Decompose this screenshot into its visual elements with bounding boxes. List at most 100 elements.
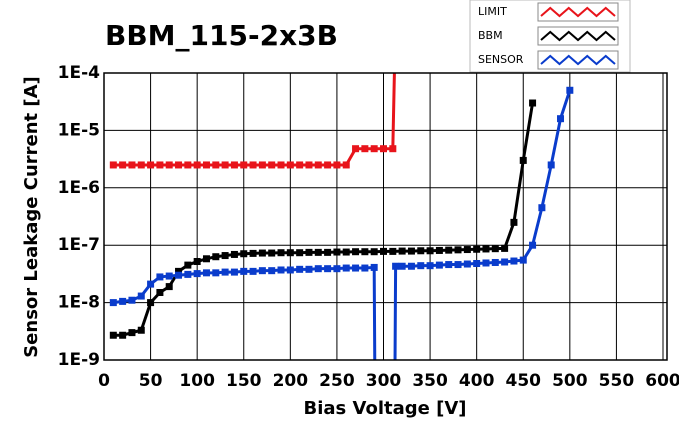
data-point	[147, 280, 155, 288]
data-point	[221, 268, 229, 276]
data-point	[510, 218, 518, 226]
x-tick-label: 600	[645, 371, 679, 391]
plot-frame	[103, 72, 668, 361]
data-point	[268, 267, 276, 275]
data-point	[314, 265, 322, 273]
data-point	[249, 161, 257, 169]
data-point	[165, 161, 173, 169]
data-point	[510, 257, 518, 265]
legend-swatch	[540, 6, 616, 18]
data-point	[389, 145, 397, 153]
x-tick-label: 550	[599, 371, 635, 391]
data-point	[529, 99, 537, 107]
data-point	[221, 252, 229, 260]
data-point	[342, 161, 350, 169]
data-point	[435, 246, 443, 254]
x-tick-label: 50	[139, 371, 163, 391]
data-point	[370, 248, 378, 256]
y-tick-label: 1E-6	[58, 178, 100, 198]
legend-swatch-box	[537, 2, 619, 22]
data-point	[212, 161, 220, 169]
legend-swatch	[540, 54, 616, 66]
data-point	[147, 161, 155, 169]
x-tick-label: 300	[366, 371, 402, 391]
legend-label: BBM	[478, 29, 503, 42]
x-tick-label: 200	[273, 371, 309, 391]
data-point	[119, 331, 127, 339]
data-point	[482, 259, 490, 267]
x-tick-label: 150	[226, 371, 262, 391]
data-point	[519, 156, 527, 164]
data-point	[165, 283, 173, 291]
data-point	[202, 161, 210, 169]
plot-area	[109, 73, 574, 360]
data-point	[557, 115, 565, 123]
data-point	[286, 161, 294, 169]
data-point	[324, 265, 332, 273]
data-point	[324, 248, 332, 256]
data-point	[240, 267, 248, 275]
data-point	[352, 248, 360, 256]
data-point	[473, 259, 481, 267]
data-point	[454, 261, 462, 269]
x-tick-label: 450	[506, 371, 542, 391]
data-point	[230, 161, 238, 169]
legend-swatch-box	[537, 26, 619, 46]
data-point	[165, 272, 173, 280]
data-point	[566, 86, 574, 94]
data-point	[230, 268, 238, 276]
data-point	[268, 249, 276, 257]
grid	[103, 72, 667, 361]
data-point	[258, 161, 266, 169]
data-point	[361, 248, 369, 256]
data-point	[277, 266, 285, 274]
y-tick-label: 1E-8	[58, 293, 100, 313]
data-point	[296, 161, 304, 169]
data-point	[184, 161, 192, 169]
data-point	[380, 145, 387, 153]
data-point	[128, 161, 136, 169]
data-point	[137, 292, 145, 300]
legend-label: LIMIT	[478, 5, 507, 18]
y-tick-label: 1E-5	[58, 120, 100, 140]
series-line	[113, 89, 572, 360]
data-point	[277, 249, 285, 257]
data-point	[268, 161, 276, 169]
data-point	[128, 329, 136, 337]
data-point	[286, 249, 294, 257]
data-point	[407, 262, 415, 270]
y-tick-label: 1E-7	[58, 235, 100, 255]
data-point	[305, 161, 313, 169]
x-tick-label: 0	[98, 371, 110, 391]
legend-swatch-box	[537, 50, 619, 70]
data-point	[119, 161, 127, 169]
data-point	[501, 244, 509, 252]
legend-swatch	[540, 30, 616, 42]
data-point	[361, 264, 369, 272]
x-axis-title: Bias Voltage [V]	[304, 398, 467, 419]
data-point	[193, 258, 201, 266]
data-point	[193, 270, 201, 278]
data-point	[212, 269, 220, 277]
chart-title: BBM_115-2x3B	[105, 19, 338, 52]
legend-label: SENSOR	[478, 53, 524, 66]
data-point	[277, 161, 285, 169]
data-point	[547, 161, 555, 169]
data-point	[305, 265, 313, 273]
data-point	[305, 248, 313, 256]
data-point	[202, 269, 210, 277]
data-point	[463, 260, 471, 268]
data-point	[445, 246, 453, 254]
data-point	[314, 248, 322, 256]
data-point	[529, 241, 537, 249]
data-point	[380, 247, 387, 255]
data-point	[109, 161, 117, 169]
data-point	[473, 245, 481, 253]
data-point	[156, 161, 164, 169]
x-tick-label: 100	[179, 371, 215, 391]
data-point	[175, 267, 183, 275]
data-point	[202, 255, 210, 263]
data-point	[109, 331, 117, 339]
data-point	[175, 161, 183, 169]
